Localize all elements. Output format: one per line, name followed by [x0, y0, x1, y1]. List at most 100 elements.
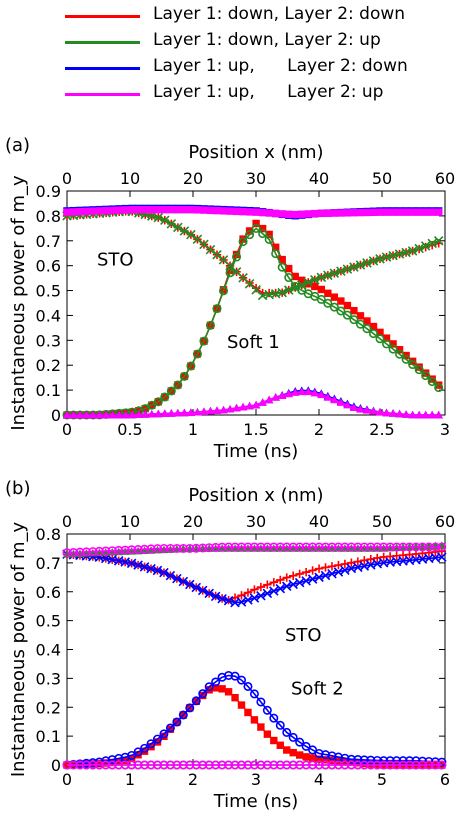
data-point	[250, 585, 259, 594]
data-point	[330, 209, 339, 217]
data-point	[278, 255, 286, 264]
data-point	[408, 410, 417, 419]
data-point	[269, 713, 279, 723]
data-point	[275, 583, 286, 594]
legend-swatch	[65, 93, 140, 96]
data-point	[178, 543, 188, 553]
data-point	[389, 340, 397, 348]
data-point	[437, 552, 447, 562]
data-point	[258, 208, 267, 217]
data-point	[350, 306, 358, 315]
data-point	[314, 564, 324, 573]
data-point	[239, 207, 247, 216]
data-point	[185, 703, 195, 713]
data-point	[277, 287, 287, 298]
data-point	[295, 760, 305, 770]
data-point	[224, 670, 234, 680]
data-point	[263, 730, 272, 738]
data-point	[369, 407, 378, 415]
data-point	[415, 208, 423, 216]
data-point	[282, 727, 292, 737]
data-point	[269, 760, 279, 770]
data-point	[200, 206, 208, 214]
data-point	[427, 238, 437, 249]
panel-a: (a)0 0.5 1 1.5 2 2.5 30 10 20 30 40 50 6000.10.20.30…	[5, 135, 455, 462]
data-point	[295, 542, 305, 552]
legend-label: Layer 1: down, Layer 2: down	[153, 4, 406, 24]
data-point	[262, 760, 272, 770]
data-point	[398, 760, 408, 770]
data-point	[245, 230, 255, 240]
data-point	[62, 548, 72, 558]
data-point	[160, 392, 170, 402]
data-point	[146, 739, 156, 749]
data-point	[193, 407, 202, 416]
data-point	[152, 565, 163, 576]
data-point	[173, 222, 183, 233]
annotation: STO	[285, 625, 322, 646]
data-point	[434, 383, 444, 393]
data-point	[395, 208, 404, 216]
data-point	[349, 315, 359, 325]
x2-tick-label: 60	[435, 169, 455, 188]
data-point	[356, 312, 365, 320]
data-point	[301, 567, 311, 577]
data-point	[249, 689, 259, 699]
data-point	[363, 317, 371, 325]
data-point	[133, 545, 143, 555]
data-point	[69, 208, 78, 216]
data-point	[225, 268, 235, 278]
data-point	[329, 268, 340, 279]
data-point	[114, 545, 124, 555]
data-point	[308, 542, 318, 552]
data-point	[160, 732, 168, 741]
data-point	[243, 588, 253, 597]
y-tick-label: 0.2	[36, 356, 61, 375]
data-point	[346, 542, 356, 552]
data-point	[327, 562, 337, 571]
data-point	[359, 760, 369, 770]
data-point	[276, 575, 285, 585]
data-point	[121, 410, 130, 419]
data-point	[62, 410, 72, 419]
x-tick-label: 3	[251, 770, 261, 789]
data-point	[152, 760, 162, 770]
data-point	[251, 400, 261, 409]
data-point	[414, 243, 424, 254]
data-point	[415, 363, 423, 371]
series	[62, 760, 447, 770]
y-tick-label: 0.5	[36, 612, 61, 631]
data-point	[256, 542, 266, 552]
series	[62, 547, 447, 605]
data-point	[75, 547, 85, 557]
data-point	[212, 249, 222, 260]
data-point	[69, 410, 78, 419]
x-axis-title: Time (ns)	[213, 791, 299, 812]
y-tick-label: 0.4	[36, 641, 61, 660]
data-point	[120, 760, 130, 770]
annotation: Soft 2	[291, 678, 344, 699]
x-tick-label: 2.5	[369, 420, 394, 439]
data-point	[315, 755, 323, 763]
data-point	[75, 760, 85, 770]
data-point	[198, 689, 208, 699]
legend-label: Layer 1: up, Layer 2: up	[153, 82, 384, 102]
x2-axis-title: Position x (nm)	[188, 485, 323, 506]
data-point	[186, 361, 196, 371]
data-point	[212, 406, 222, 414]
panel-label: (b)	[5, 478, 30, 499]
data-point	[372, 760, 382, 770]
data-point	[135, 205, 143, 214]
data-point	[291, 210, 299, 219]
data-point	[362, 258, 372, 268]
y-tick-label: 0.1	[36, 727, 61, 746]
data-point	[285, 264, 293, 273]
data-point	[167, 409, 176, 417]
data-point	[243, 595, 253, 605]
panel-b: (b)0 1 2 3 4 5 60 10 20 30 40 50 6000.10.20.30.40.50…	[5, 478, 455, 812]
data-point	[303, 277, 314, 288]
data-point	[217, 542, 227, 552]
data-point	[88, 410, 98, 419]
data-point	[88, 547, 98, 557]
data-point	[62, 760, 72, 770]
